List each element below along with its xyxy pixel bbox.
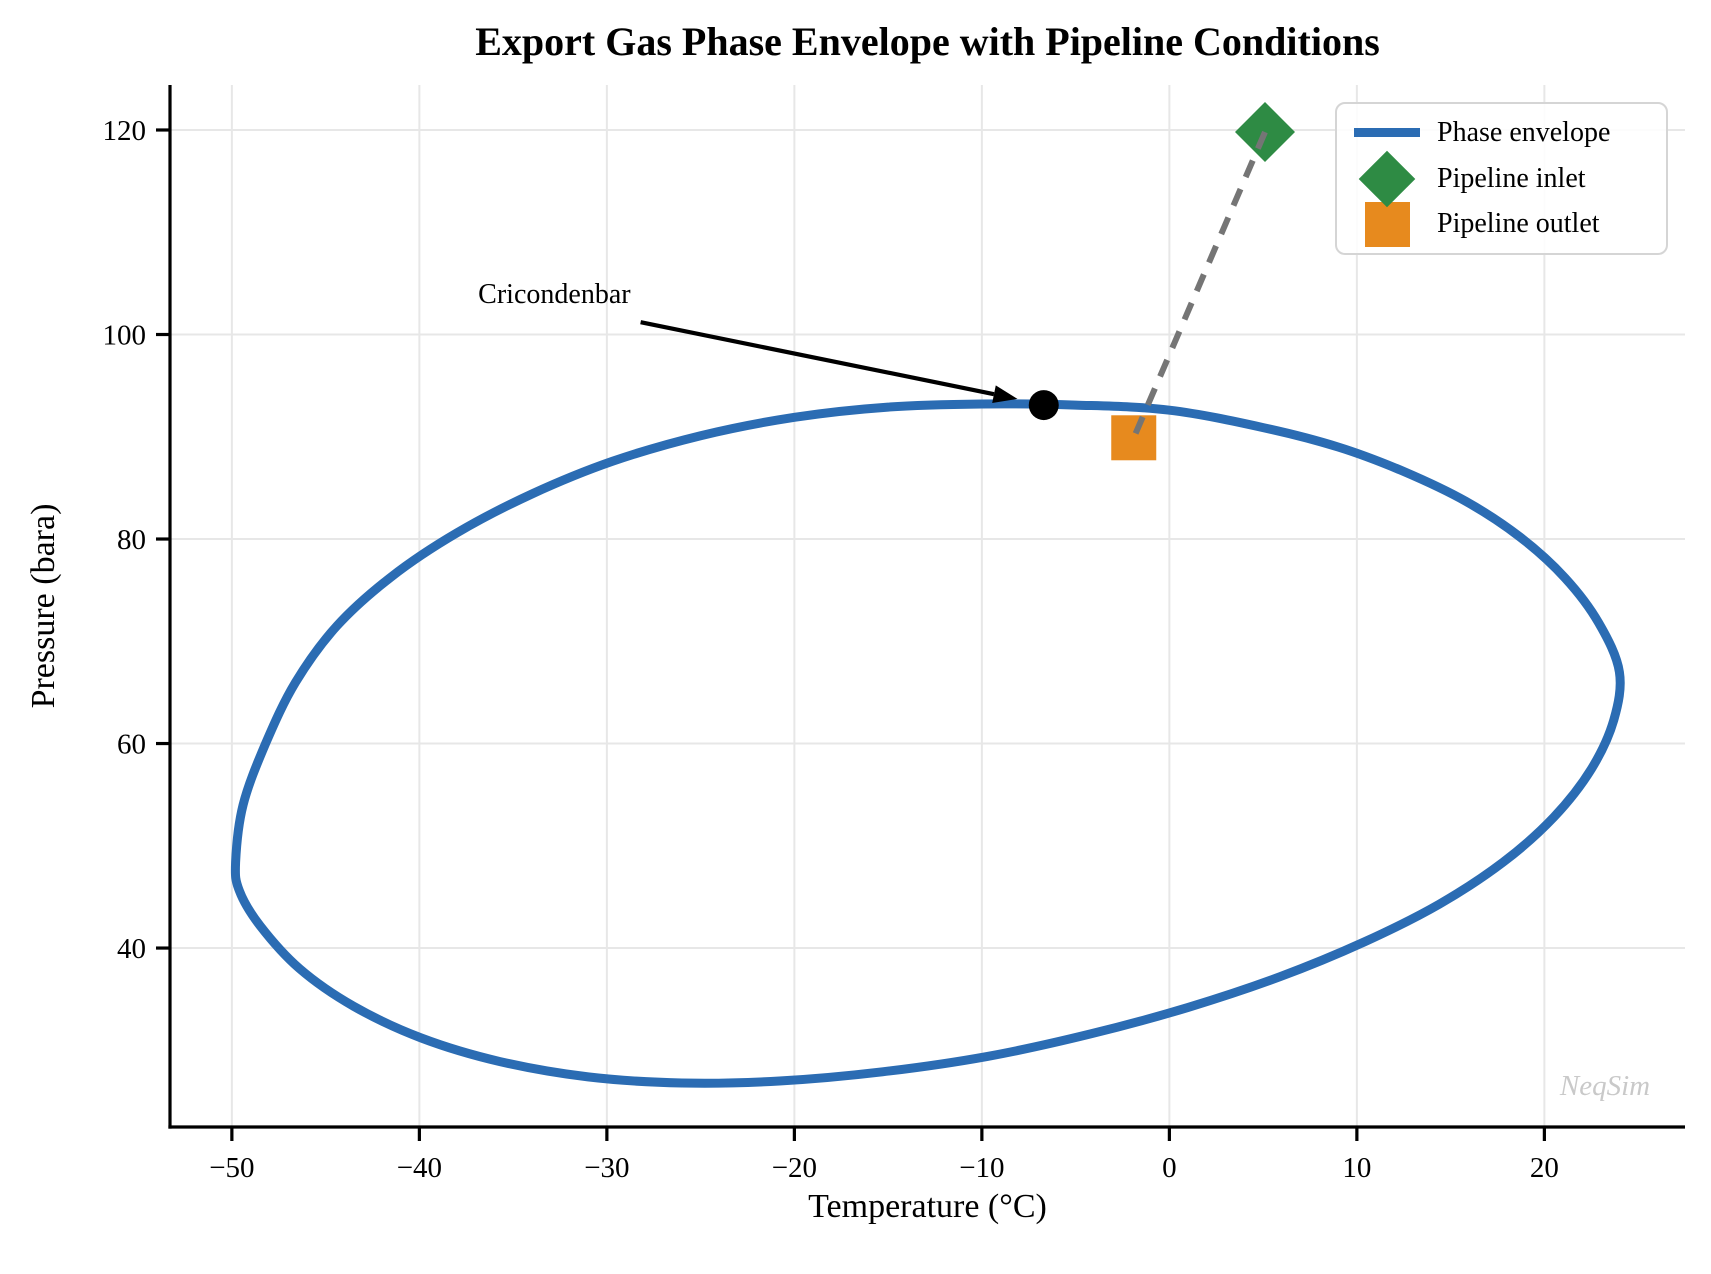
y-axis-label: Pressure (bara) [25,503,62,709]
x-tick-label: 0 [1162,1152,1177,1184]
legend: Phase envelope Pipeline inlet Pipeline o… [1335,102,1668,255]
x-tick-label: −30 [584,1152,629,1184]
annotation-arrow-shaft [640,320,995,397]
legend-swatch-cell [1337,201,1437,247]
y-tick-label: 80 [117,524,146,556]
legend-label: Pipeline outlet [1437,208,1600,240]
legend-label: Pipeline inlet [1437,162,1586,194]
legend-item-pipeline-outlet: Pipeline outlet [1337,201,1666,247]
watermark: NeqSim [1559,1070,1651,1102]
x-tick-label: −50 [209,1152,254,1184]
chart-title: Export Gas Phase Envelope with Pipeline … [475,19,1380,64]
x-tick-label: −10 [959,1152,1004,1184]
cricondenbar-marker [1028,390,1059,421]
pipeline-outlet-marker [1111,415,1157,461]
x-tick-label: 10 [1342,1152,1371,1184]
phase-envelope-curve [230,399,1625,1088]
annotation-arrow-head [992,385,1018,403]
x-tick-label: 20 [1530,1152,1559,1184]
square-marker-icon [1364,201,1410,247]
legend-label: Phase envelope [1437,116,1611,148]
phase-envelope-line-icon [1354,128,1420,138]
pipeline-route-dashed-line [1130,130,1268,439]
diamond-marker-icon [1358,150,1416,207]
x-tick-label: −20 [772,1152,817,1184]
legend-item-pipeline-inlet: Pipeline inlet [1337,150,1666,207]
y-tick-label: 120 [103,115,147,147]
x-axis-label: Temperature (°C) [808,1188,1047,1225]
x-tick-label: −40 [397,1152,442,1184]
y-tick-label: 40 [117,933,146,965]
y-tick-label: 100 [103,320,147,352]
legend-item-phase-envelope: Phase envelope [1337,110,1666,156]
y-tick-label: 60 [117,729,146,761]
legend-swatch-cell [1337,128,1437,138]
legend-swatch-cell [1337,150,1437,207]
cricondenbar-annotation: Cricondenbar [478,278,631,310]
